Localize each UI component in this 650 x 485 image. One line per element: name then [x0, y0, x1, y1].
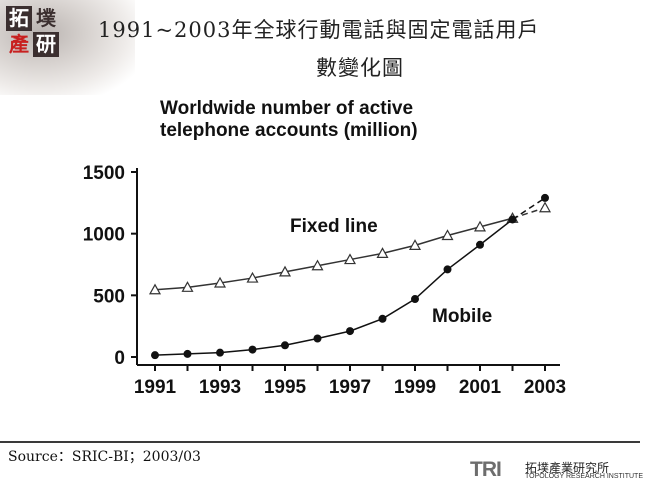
logo-char: 拓 [6, 6, 32, 31]
x-tick-label: 2001 [459, 377, 502, 398]
x-tick-label: 1995 [264, 377, 307, 398]
data-point [248, 345, 257, 354]
data-point [443, 265, 452, 274]
data-point [411, 295, 419, 304]
data-point [278, 265, 292, 277]
page-title: 1991~2003年全球行動電話與固定電話用戶 [98, 18, 540, 42]
logo-char: 產 [9, 32, 29, 56]
data-point [378, 314, 387, 323]
x-tick-label: 1991 [134, 377, 177, 398]
footer-brand: TRI 拓墣產業研究所 TOPOLOGY RESEARCH INSTITUTE [470, 458, 645, 484]
x-tick-label: 2003 [524, 377, 566, 398]
y-tick-label: 500 [93, 286, 125, 307]
x-tick-label: 1993 [199, 377, 241, 398]
chart-title-line: Worldwide number of active [160, 98, 414, 119]
chart-axes: 0 500 1000 1500 1991 1993 1995 1997 1999 2001 2003 [83, 163, 566, 398]
brand-logo-mark: TRI [470, 458, 502, 481]
data-point [216, 348, 224, 357]
series-line [154, 218, 513, 356]
data-point [311, 259, 324, 271]
series-label: Mobile [432, 306, 492, 327]
data-point [538, 201, 552, 213]
data-point [473, 220, 487, 232]
y-tick-label: 0 [114, 348, 125, 369]
chart-series [148, 193, 552, 360]
source-note: Source：SRIC-BI；2003/03 [8, 449, 201, 465]
series-line [154, 217, 513, 291]
footer-divider [0, 441, 640, 443]
chart-title-line: telephone accounts (million) [160, 120, 418, 141]
y-tick-label: 1000 [83, 225, 125, 246]
data-point [508, 215, 517, 224]
data-point [246, 271, 259, 283]
data-point [476, 240, 484, 249]
brand-name-zh: 拓墣產業研究所 [525, 461, 610, 475]
x-tick-label: 1999 [394, 377, 436, 398]
chart-series-labels: Fixed line Mobile [290, 216, 492, 327]
logo-char: 墣 [36, 6, 56, 30]
series-label: Fixed line [290, 216, 378, 237]
x-tick-label: 1997 [329, 377, 371, 398]
brand-name-en: TOPOLOGY RESEARCH INSTITUTE [525, 473, 643, 480]
page-title-continued: 數變化圖 [316, 56, 404, 80]
data-point [408, 239, 422, 250]
y-tick-label: 1500 [83, 163, 125, 184]
data-point [376, 247, 389, 258]
series-line-projected [512, 197, 546, 221]
logo: 拓 墣 產 研 [6, 6, 60, 58]
logo-char: 研 [33, 32, 59, 57]
data-point [313, 334, 322, 343]
data-point [181, 281, 194, 292]
data-point [151, 351, 159, 360]
data-point [183, 349, 192, 358]
data-point [346, 327, 354, 336]
data-point [148, 283, 162, 295]
data-point [441, 229, 454, 241]
data-point [541, 193, 549, 202]
chart-title: Worldwide number of active telephone acc… [160, 98, 500, 142]
data-point [213, 276, 227, 288]
data-point [343, 253, 357, 265]
data-point [281, 341, 289, 350]
series-line-projected [512, 207, 546, 219]
